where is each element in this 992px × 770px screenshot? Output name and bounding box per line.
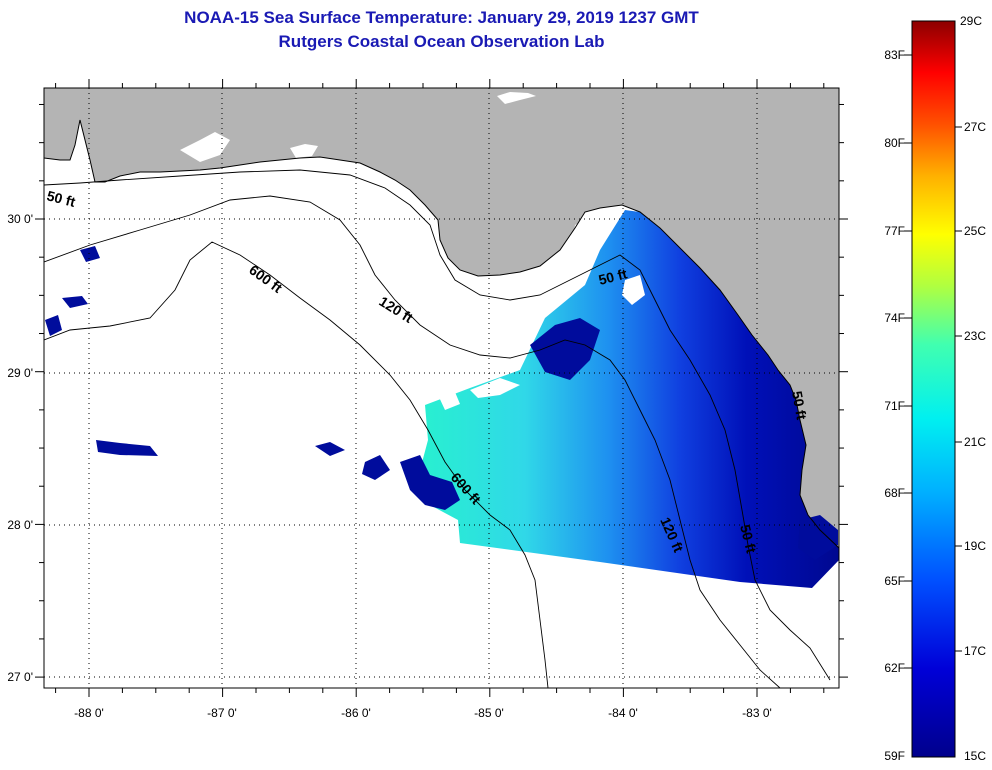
bay-water <box>180 132 230 162</box>
colorbar-c-label: 23C <box>964 329 986 343</box>
colorbar-border <box>911 20 956 758</box>
cold-patch <box>80 246 100 262</box>
map-ticks <box>35 79 848 697</box>
colorbar-f-label: 62F <box>884 661 905 675</box>
colorbar-f-label: 77F <box>884 224 905 238</box>
map-border <box>43 87 840 689</box>
contour-label: 50 ft <box>737 523 760 555</box>
cloud-gap <box>572 212 612 250</box>
lon-label: -86 0' <box>341 706 371 720</box>
colorbar-c-label: 21C <box>964 435 986 449</box>
lon-label: -85 0' <box>474 706 504 720</box>
colorbar-f-label: 80F <box>884 136 905 150</box>
cloud-gap <box>438 392 460 410</box>
colorbar-f-label: 68F <box>884 486 905 500</box>
contour-120ft <box>44 195 781 688</box>
graticule <box>44 88 839 688</box>
colorbar-c-label: 15C <box>964 749 986 763</box>
contour-600ft <box>44 241 549 688</box>
colorbar-c-label: 29C <box>960 14 982 28</box>
colorbar-c-label: 25C <box>964 224 986 238</box>
bay-water <box>400 190 436 222</box>
colorbar-f-label: 59F <box>884 749 905 763</box>
colorbar-c-label: 19C <box>964 539 986 553</box>
lon-label: -84 0' <box>608 706 638 720</box>
lon-label: -88 0' <box>74 706 104 720</box>
colorbar-f-label: 74F <box>884 311 905 325</box>
colorbar <box>912 21 955 757</box>
sst-swath <box>420 210 839 588</box>
lat-label: 30 0' <box>7 212 33 226</box>
bay-water <box>290 144 318 158</box>
cloud-gap <box>470 378 520 398</box>
contour-50ft <box>44 169 831 681</box>
map-subtitle: Rutgers Coastal Ocean Observation Lab <box>278 32 605 51</box>
lon-label: -87 0' <box>207 706 237 720</box>
lat-label: 28 0' <box>7 518 33 532</box>
colorbar-f-label: 65F <box>884 574 905 588</box>
cold-patch <box>62 296 88 308</box>
coastline <box>44 119 839 549</box>
lat-label: 29 0' <box>7 366 33 380</box>
colorbar-f-label: 83F <box>884 48 905 62</box>
cold-patch <box>315 442 345 456</box>
cold-patch <box>400 455 460 510</box>
land-mass <box>44 88 839 548</box>
lon-label: -83 0' <box>742 706 772 720</box>
inland-water <box>497 92 536 104</box>
colorbar-c-label: 27C <box>964 120 986 134</box>
cold-patch <box>798 515 838 560</box>
cold-patch <box>45 315 62 336</box>
cold-patch <box>96 440 158 456</box>
cloud-gap <box>622 275 645 305</box>
colorbar-f-label: 71F <box>884 399 905 413</box>
colorbar-c-label: 17C <box>964 644 986 658</box>
map-title: NOAA-15 Sea Surface Temperature: January… <box>184 8 699 27</box>
cold-patch <box>362 455 390 480</box>
contour-label: 50 ft <box>45 187 77 210</box>
contour-label: 50 ft <box>597 265 629 288</box>
colorbar-ticks <box>904 54 962 669</box>
contour-label: 50 ft <box>789 390 810 421</box>
cold-patch <box>530 318 600 380</box>
lat-label: 27 0' <box>7 670 33 684</box>
